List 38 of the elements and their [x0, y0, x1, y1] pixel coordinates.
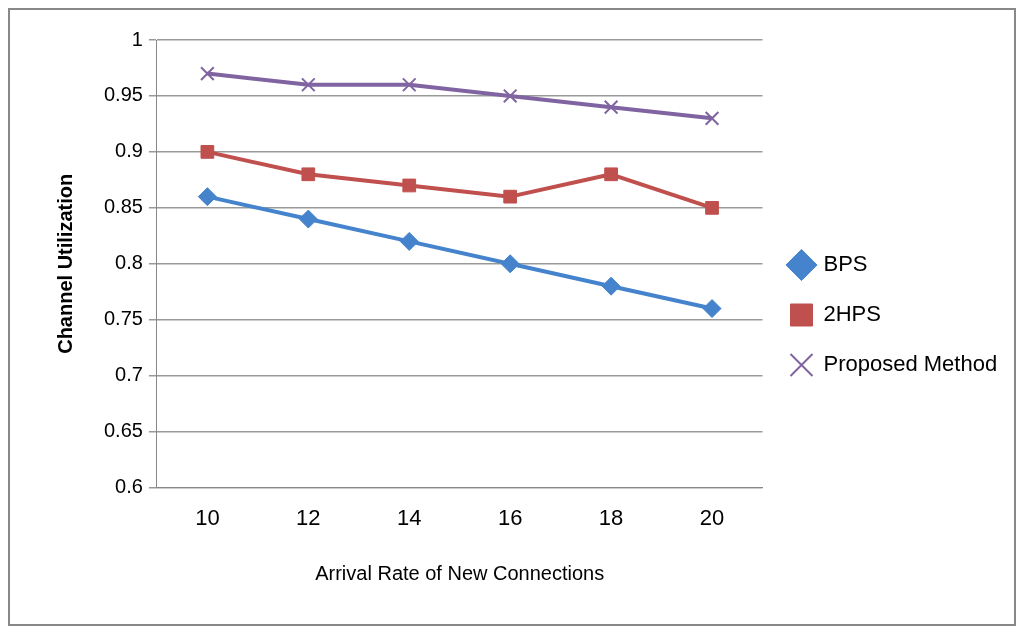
- y-tick-label: 0.8: [115, 251, 143, 274]
- point: [704, 110, 720, 126]
- x-axis-title: Arrival Rate of New Connections: [315, 561, 605, 584]
- point: [401, 77, 417, 93]
- point: [500, 254, 520, 274]
- y-tick-label: 0.7: [115, 363, 143, 386]
- x-tick-label: 12: [296, 504, 321, 530]
- point: [298, 209, 318, 229]
- point: [301, 167, 316, 182]
- x-tick-label: 18: [598, 504, 624, 530]
- legend-label: 2HPS: [823, 301, 881, 327]
- x-tick-label: 10: [195, 504, 220, 530]
- legend-label: Proposed Method: [823, 351, 998, 377]
- point: [197, 187, 217, 207]
- point: [200, 66, 215, 81]
- point: [502, 88, 518, 104]
- x-tick-label: 20: [699, 504, 725, 530]
- point: [705, 200, 719, 215]
- point: [702, 299, 722, 319]
- point: [603, 99, 619, 115]
- y-tick-label: 0.9: [115, 139, 143, 162]
- y-tick-label: 0.95: [103, 83, 143, 106]
- y-tick-label: 1: [131, 27, 143, 50]
- y-tick-label: 0.75: [103, 307, 143, 330]
- point: [402, 178, 417, 193]
- point: [399, 231, 419, 251]
- point: [200, 145, 215, 159]
- x-tick-label: 14: [397, 504, 422, 530]
- legend-label: BPS: [823, 251, 868, 277]
- point: [601, 276, 621, 296]
- y-tick-label: 0.85: [103, 195, 143, 218]
- y-axis-title: Channel Utilization: [53, 173, 76, 354]
- point: [604, 167, 618, 182]
- point: [300, 77, 316, 93]
- y-tick-label: 0.65: [103, 419, 143, 442]
- y-tick-label: 0.6: [115, 475, 143, 498]
- point: [503, 189, 518, 204]
- x-tick-label: 16: [497, 504, 523, 530]
